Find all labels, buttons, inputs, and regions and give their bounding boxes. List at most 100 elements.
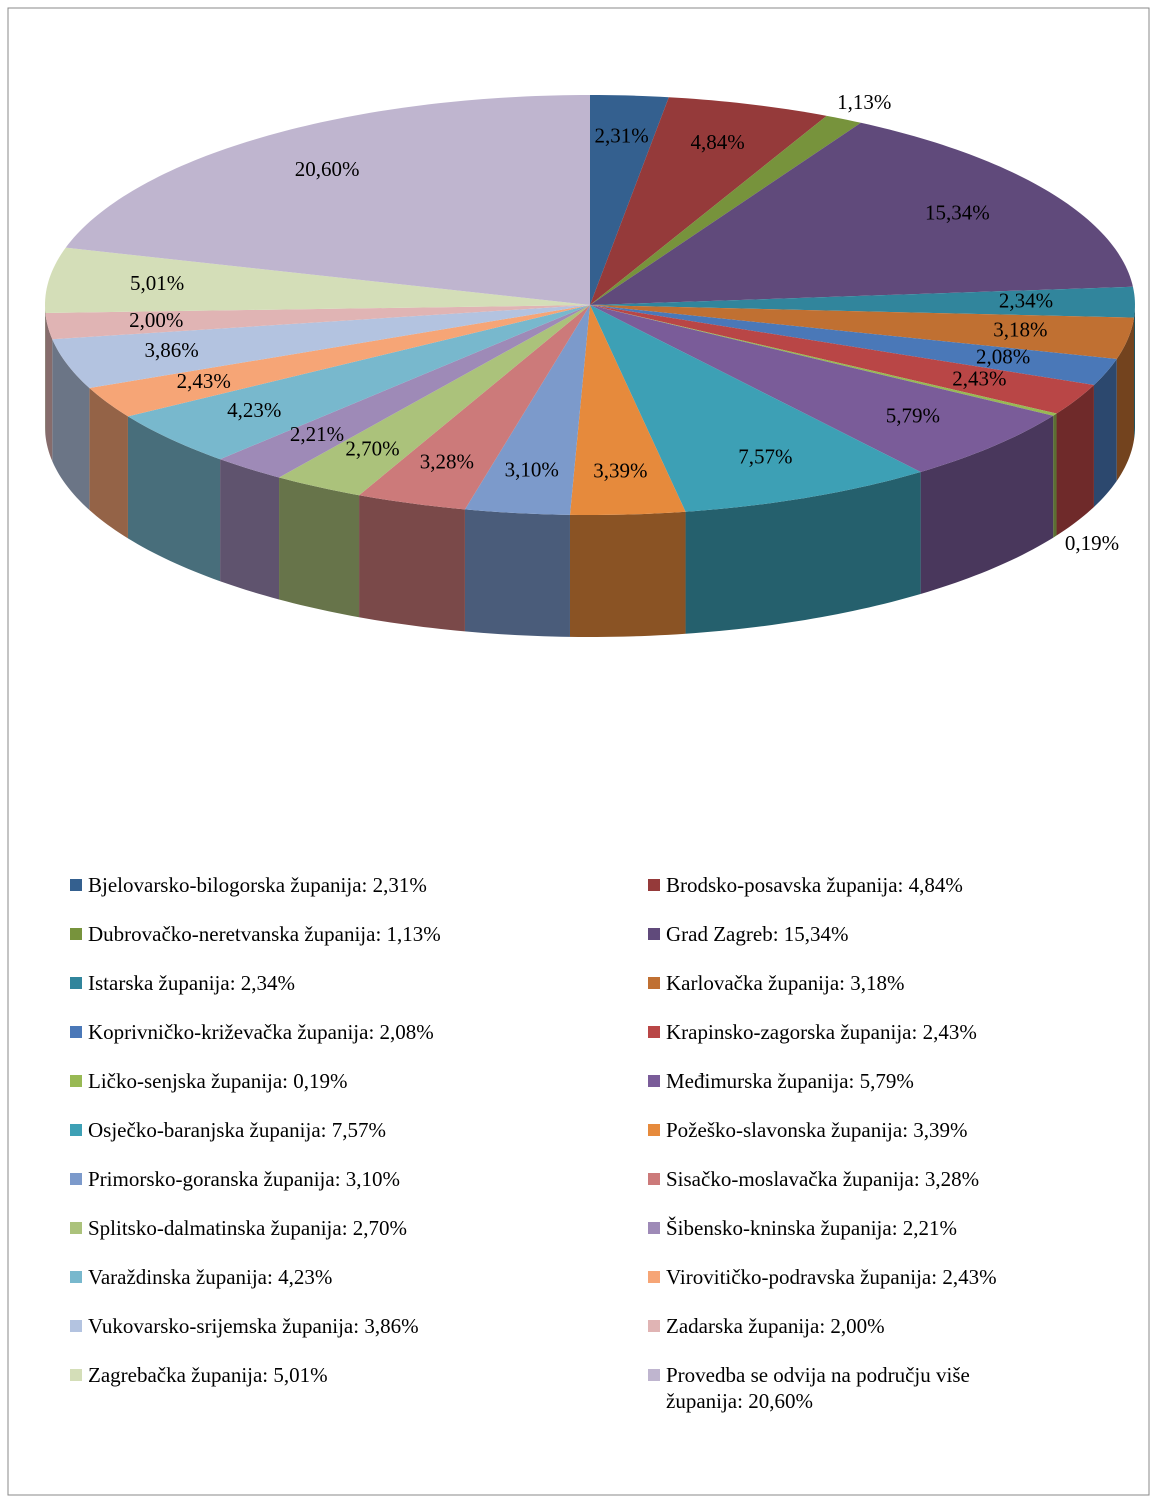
legend-label: Sisačko-moslavačka županija: 3,28%	[666, 1167, 980, 1191]
legend-item: Požeško-slavonska županija: 3,39%	[648, 1117, 1130, 1157]
data-label: 5,01%	[130, 271, 184, 295]
slice	[569, 305, 686, 515]
legend-swatch	[648, 1222, 660, 1234]
legend-item: Sisačko-moslavačka županija: 3,28%	[648, 1166, 1130, 1206]
legend-label: Međimurska županija: 5,79%	[666, 1069, 914, 1093]
legend-swatch	[70, 1320, 82, 1332]
legend-item: Primorsko-goranska županija: 3,10%	[70, 1166, 648, 1206]
legend-swatch	[648, 1369, 660, 1381]
legend-item: Grad Zagreb: 15,34%	[648, 921, 1130, 961]
legend-item: Bjelovarsko-bilogorska županija: 2,31%	[70, 872, 648, 912]
legend-swatch	[70, 928, 82, 940]
slice	[279, 305, 590, 496]
slice-side	[1116, 317, 1135, 481]
legend-swatch	[648, 879, 660, 891]
legend-swatch	[70, 1075, 82, 1087]
legend-label: Splitsko-dalmatinska županija: 2,70%	[88, 1216, 408, 1240]
legend-label: Bjelovarsko-bilogorska županija: 2,31%	[88, 873, 427, 897]
slice-side	[45, 313, 53, 462]
slice-side	[464, 509, 570, 637]
slice-side	[52, 339, 90, 510]
slice	[590, 305, 921, 512]
legend-label: Brodsko-posavska županija: 4,84%	[666, 873, 963, 897]
slice	[590, 305, 1117, 385]
slice	[45, 247, 591, 314]
data-label: 5,79%	[886, 404, 940, 428]
slice	[220, 305, 591, 478]
legend-label: Ličko-senjska županija: 0,19%	[88, 1069, 348, 1093]
slice	[89, 305, 591, 417]
legend-label: Dubrovačko-neretvanska županija: 1,13%	[88, 922, 441, 946]
slice	[65, 95, 590, 305]
legend-swatch	[648, 1075, 660, 1087]
data-label: 2,21%	[290, 422, 344, 446]
legend-label: Grad Zagreb: 15,34%	[666, 922, 849, 946]
legend-item: Brodsko-posavska županija: 4,84%	[648, 872, 1130, 912]
slice	[464, 305, 590, 515]
slice	[52, 305, 591, 388]
data-label: 2,08%	[976, 345, 1030, 369]
legend-item: Istarska županija: 2,34%	[70, 970, 648, 1010]
legend-item: Vukovarsko-srijemska županija: 3,86%	[70, 1313, 648, 1353]
legend-item: Varaždinska županija: 4,23%	[70, 1264, 648, 1304]
legend-item: Virovitičko-podravska županija: 2,43%	[648, 1264, 1130, 1304]
data-label: 3,86%	[144, 338, 198, 362]
slice	[590, 115, 861, 306]
data-label: 2,31%	[594, 123, 648, 147]
legend-swatch	[70, 1173, 82, 1185]
data-label: 2,00%	[129, 308, 183, 332]
data-label: 2,43%	[177, 369, 231, 393]
legend-swatch	[70, 1026, 82, 1038]
legend-item: Splitsko-dalmatinska županija: 2,70%	[70, 1215, 648, 1255]
slice-side	[1056, 384, 1094, 536]
legend-label: Koprivničko-križevačka županija: 2,08%	[88, 1020, 434, 1044]
legend-label: Virovitičko-podravska županija: 2,43%	[666, 1265, 997, 1289]
slice	[359, 305, 590, 510]
slice	[590, 305, 1057, 416]
slice-side	[1053, 413, 1057, 538]
legend-label: Provedba se odvija na području više župa…	[666, 1363, 970, 1413]
slice-side	[279, 477, 360, 618]
legend-label: Zagrebačka županija: 5,01%	[88, 1363, 328, 1387]
legend-label: Šibensko-kninska županija: 2,21%	[666, 1216, 958, 1240]
legend-swatch	[70, 1124, 82, 1136]
slice	[45, 305, 590, 340]
frame	[7, 7, 1150, 1496]
slice-side	[220, 459, 280, 600]
legend-swatch	[648, 1320, 660, 1332]
data-label: 2,43%	[952, 366, 1006, 390]
legend-label: Krapinsko-zagorska županija: 2,43%	[666, 1020, 977, 1044]
slice-side	[127, 416, 221, 582]
data-label: 3,39%	[593, 458, 647, 482]
slice	[590, 97, 827, 306]
legend-label: Osječko-baranjska županija: 7,57%	[88, 1118, 386, 1142]
legend-swatch	[70, 879, 82, 891]
slice-side	[685, 471, 921, 634]
legend-label: Istarska županija: 2,34%	[88, 971, 296, 995]
legend-swatch	[648, 1271, 660, 1283]
legend-swatch	[70, 977, 82, 989]
legend: Bjelovarsko-bilogorska županija: 2,31% Br…	[70, 872, 1130, 1413]
legend-swatch	[70, 1271, 82, 1283]
data-label: 7,57%	[738, 445, 792, 469]
legend-item: Dubrovačko-neretvanska županija: 1,13%	[70, 921, 648, 961]
data-label: 20,60%	[295, 157, 360, 181]
slice-side	[569, 511, 686, 637]
legend-swatch	[70, 1222, 82, 1234]
data-label: 1,13%	[837, 90, 891, 114]
legend-item: Ličko-senjska županija: 0,19%	[70, 1068, 648, 1108]
legend-label: Varaždinska županija: 4,23%	[88, 1265, 333, 1289]
data-label: 2,34%	[999, 289, 1053, 313]
legend-swatch	[648, 1173, 660, 1185]
legend-item: Provedba se odvija na području više župa…	[648, 1362, 1130, 1413]
legend-swatch	[648, 977, 660, 989]
legend-swatch	[648, 1124, 660, 1136]
data-label: 3,18%	[993, 318, 1047, 342]
legend-item: Osječko-baranjska županija: 7,57%	[70, 1117, 648, 1157]
legend-item: Zadarska županija: 2,00%	[648, 1313, 1130, 1353]
legend-swatch	[70, 1369, 82, 1381]
legend-item: Međimurska županija: 5,79%	[648, 1068, 1130, 1108]
legend-label: Požeško-slavonska županija: 3,39%	[666, 1118, 968, 1142]
